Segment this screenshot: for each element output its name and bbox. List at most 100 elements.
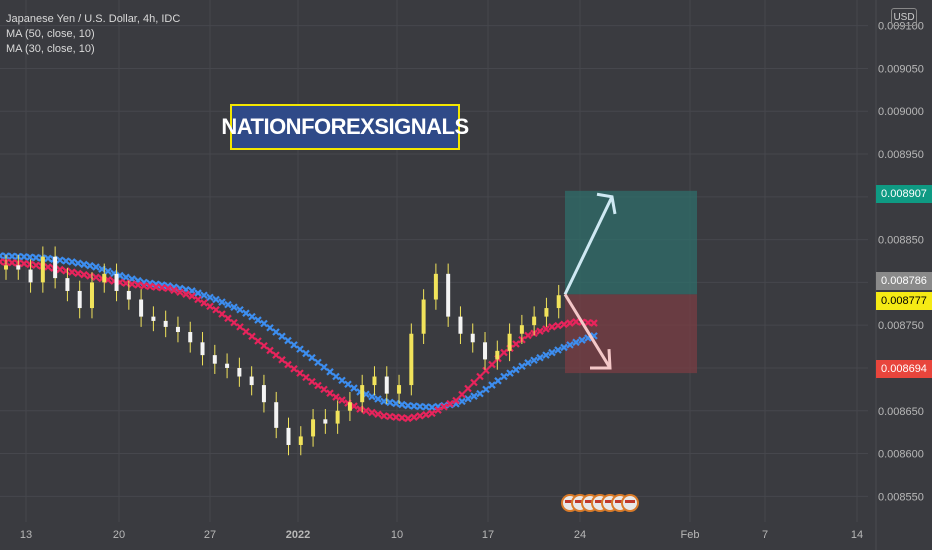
ma-50-marker bbox=[218, 310, 226, 318]
candle-body bbox=[4, 265, 8, 270]
target-zone bbox=[565, 190, 697, 295]
ma-50-marker bbox=[206, 302, 214, 311]
ma-30-marker bbox=[308, 353, 316, 362]
candle-body bbox=[40, 256, 45, 283]
ma-30-marker bbox=[500, 372, 508, 381]
currency-button[interactable]: USD bbox=[891, 8, 917, 26]
ma-50-marker bbox=[32, 261, 40, 270]
ma-50-marker bbox=[230, 318, 238, 327]
ma-30-marker bbox=[518, 362, 526, 371]
ma-50-marker bbox=[392, 413, 400, 421]
symbol-title[interactable]: Japanese Yen / U.S. Dollar, 4h, IDC bbox=[6, 13, 181, 25]
ma-50-marker bbox=[128, 280, 136, 288]
ma-30-marker bbox=[422, 403, 430, 411]
ma-50-marker bbox=[536, 327, 544, 335]
ma-50-marker bbox=[566, 319, 574, 327]
event-flag-stripe bbox=[615, 500, 625, 503]
ma-30-marker bbox=[80, 260, 88, 269]
ma-50-marker bbox=[224, 314, 232, 323]
ma-30-marker bbox=[416, 402, 424, 411]
ma-30-marker bbox=[212, 295, 220, 304]
ma-30-marker bbox=[428, 403, 436, 412]
ma-30-marker bbox=[272, 328, 280, 336]
ma-30-marker bbox=[242, 309, 250, 317]
ma-30-marker bbox=[20, 252, 28, 261]
ma-50-marker bbox=[374, 410, 382, 418]
ma-30-marker bbox=[536, 353, 544, 362]
y-tick-label: 0.008550 bbox=[878, 491, 924, 503]
ma-50-marker bbox=[410, 413, 418, 421]
ma-50-marker bbox=[8, 258, 16, 267]
ma-50-marker bbox=[320, 385, 328, 394]
ma-30-marker bbox=[578, 336, 586, 344]
x-tick-label: 20 bbox=[113, 529, 125, 541]
y-tick-label: 0.008950 bbox=[878, 149, 924, 161]
ma-50-marker bbox=[350, 402, 358, 410]
ma-50-marker bbox=[398, 414, 406, 422]
candle-body bbox=[114, 273, 119, 291]
candle-body bbox=[458, 316, 463, 334]
ma-30-marker bbox=[338, 376, 346, 385]
candle-body bbox=[311, 419, 316, 437]
ma-50-marker bbox=[62, 267, 70, 275]
ma-50-marker bbox=[80, 270, 88, 279]
candle-body bbox=[298, 436, 303, 445]
x-tick-label: 2022 bbox=[286, 529, 310, 541]
ma-30-marker bbox=[572, 338, 580, 347]
ma-30-marker bbox=[458, 397, 466, 406]
y-tick-label: 0.009050 bbox=[878, 63, 924, 75]
ma-50-marker bbox=[308, 377, 316, 386]
candle-body bbox=[519, 325, 524, 334]
ma-30-marker bbox=[86, 261, 94, 270]
candle-body bbox=[249, 376, 254, 386]
ma-30-marker bbox=[254, 316, 262, 324]
ma-30-marker bbox=[470, 392, 478, 400]
ma-30-marker bbox=[398, 400, 406, 409]
ma-50-marker bbox=[542, 325, 550, 333]
candle-body bbox=[421, 299, 426, 334]
candle-body bbox=[28, 269, 33, 283]
ma-30-marker bbox=[32, 253, 40, 262]
ma-50-marker bbox=[236, 323, 244, 331]
ma-50-marker bbox=[584, 318, 592, 327]
candle-body bbox=[483, 342, 488, 360]
ma-50-marker bbox=[146, 282, 154, 291]
ma-50-marker bbox=[200, 299, 208, 307]
watermark-banner: NATIONFOREXSIGNALS bbox=[221, 104, 469, 150]
candle-body bbox=[470, 333, 475, 343]
event-flag-stripe bbox=[605, 500, 615, 503]
ma-50-marker bbox=[92, 273, 100, 282]
ma-30-marker bbox=[548, 348, 556, 357]
ma-50-label[interactable]: MA (50, close, 10) bbox=[6, 28, 95, 40]
candle-body bbox=[397, 385, 402, 394]
ma-30-marker bbox=[8, 252, 16, 261]
ma-30-marker bbox=[512, 365, 520, 374]
ma-50-marker bbox=[434, 406, 442, 414]
ma-50-marker bbox=[194, 295, 202, 304]
candle-body bbox=[163, 320, 168, 327]
ma-50-marker bbox=[524, 331, 532, 340]
candle-body bbox=[126, 290, 131, 300]
ma-50-marker bbox=[188, 292, 196, 300]
ma-30-marker bbox=[266, 323, 274, 332]
ma-50-marker bbox=[590, 319, 598, 327]
ma-30-label[interactable]: MA (30, close, 10) bbox=[6, 43, 95, 55]
ma-50-marker bbox=[362, 406, 370, 415]
candle-body bbox=[65, 278, 70, 291]
candle-body bbox=[372, 376, 377, 386]
ma-30-marker bbox=[44, 254, 52, 263]
stop-zone bbox=[565, 294, 697, 374]
ma-30-marker bbox=[332, 372, 340, 381]
ma-30-marker bbox=[476, 389, 484, 398]
ma-30-marker bbox=[200, 291, 208, 300]
candle-body bbox=[188, 332, 193, 343]
ma-30-marker bbox=[248, 312, 256, 321]
x-tick-label: 27 bbox=[204, 529, 216, 541]
ma-50-marker bbox=[380, 412, 388, 420]
ma-50-marker bbox=[134, 281, 142, 289]
ma-50-marker bbox=[338, 396, 346, 404]
candle-body bbox=[532, 316, 537, 326]
candle-body bbox=[77, 290, 82, 309]
ma-50-marker bbox=[158, 283, 166, 292]
